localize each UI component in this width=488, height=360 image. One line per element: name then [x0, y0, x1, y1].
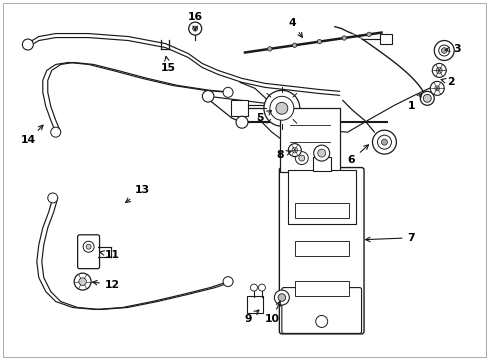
Text: 8: 8: [276, 150, 290, 160]
Circle shape: [377, 135, 390, 149]
Text: 3: 3: [444, 44, 460, 54]
FancyBboxPatch shape: [294, 280, 348, 296]
Circle shape: [79, 278, 86, 285]
Text: 13: 13: [125, 185, 150, 202]
Text: 10: 10: [264, 301, 280, 324]
Circle shape: [313, 145, 329, 161]
Circle shape: [223, 87, 233, 97]
Circle shape: [441, 48, 446, 53]
FancyBboxPatch shape: [246, 296, 263, 314]
Circle shape: [278, 294, 285, 301]
Circle shape: [202, 91, 213, 102]
Circle shape: [236, 116, 247, 128]
Circle shape: [434, 86, 439, 91]
Circle shape: [86, 244, 91, 249]
FancyBboxPatch shape: [312, 157, 330, 171]
FancyBboxPatch shape: [287, 170, 355, 224]
Circle shape: [317, 40, 321, 44]
Circle shape: [381, 139, 386, 145]
Circle shape: [295, 152, 307, 165]
Circle shape: [223, 276, 233, 287]
Circle shape: [435, 67, 441, 73]
Text: 2: 2: [440, 77, 454, 87]
Circle shape: [420, 91, 433, 105]
Circle shape: [275, 102, 287, 114]
Circle shape: [48, 193, 58, 203]
FancyBboxPatch shape: [294, 241, 348, 256]
Text: 7: 7: [365, 233, 414, 243]
FancyBboxPatch shape: [380, 33, 392, 44]
Text: 5: 5: [256, 111, 271, 123]
Text: 14: 14: [21, 125, 43, 145]
Circle shape: [292, 43, 296, 48]
Circle shape: [288, 144, 301, 157]
Circle shape: [298, 155, 304, 161]
Circle shape: [258, 284, 265, 291]
Circle shape: [366, 32, 370, 37]
Circle shape: [74, 273, 91, 290]
FancyBboxPatch shape: [230, 100, 247, 116]
Circle shape: [433, 41, 453, 60]
Circle shape: [250, 284, 257, 291]
FancyBboxPatch shape: [78, 235, 100, 269]
Circle shape: [83, 241, 94, 252]
Circle shape: [291, 147, 297, 153]
Text: 11: 11: [99, 250, 120, 260]
Text: 1: 1: [407, 94, 421, 111]
Text: 4: 4: [287, 18, 302, 37]
Circle shape: [269, 96, 293, 120]
Circle shape: [372, 130, 396, 154]
Circle shape: [438, 45, 449, 56]
Circle shape: [315, 315, 327, 328]
FancyBboxPatch shape: [279, 167, 363, 334]
Circle shape: [22, 39, 33, 50]
Text: 6: 6: [347, 145, 368, 165]
Text: 15: 15: [161, 57, 175, 73]
Circle shape: [51, 127, 61, 137]
Circle shape: [431, 63, 446, 77]
Circle shape: [264, 90, 299, 126]
Circle shape: [429, 81, 443, 95]
Text: 16: 16: [187, 12, 203, 31]
Circle shape: [274, 290, 289, 305]
Text: 12: 12: [92, 280, 120, 289]
FancyBboxPatch shape: [294, 203, 348, 218]
Circle shape: [423, 94, 430, 102]
Circle shape: [342, 36, 346, 40]
FancyBboxPatch shape: [279, 108, 339, 172]
FancyBboxPatch shape: [281, 288, 361, 333]
Circle shape: [317, 149, 325, 157]
Circle shape: [192, 26, 197, 31]
Text: 9: 9: [244, 310, 258, 324]
Circle shape: [188, 22, 201, 35]
Circle shape: [267, 47, 271, 51]
